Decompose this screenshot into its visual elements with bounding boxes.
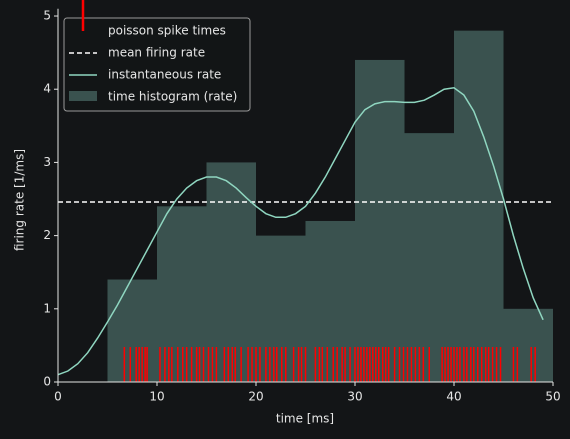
rate-line	[57, 86, 544, 376]
x-tick-label: 40	[446, 390, 461, 404]
legend-hist	[69, 91, 97, 101]
y-tick-label: 4	[43, 82, 51, 96]
histogram-bar	[404, 133, 454, 382]
histogram-bar	[355, 59, 405, 382]
y-tick-label: 2	[43, 228, 51, 242]
legend-label: time histogram (rate)	[108, 90, 237, 104]
y-tick-label: 0	[43, 375, 51, 389]
legend-label: poisson spike times	[108, 24, 226, 38]
x-tick-label: 0	[54, 390, 62, 404]
y-tick-label: 1	[43, 301, 51, 315]
legend-label: mean firing rate	[108, 46, 205, 60]
histogram-bar	[503, 308, 553, 382]
histogram-bar	[305, 220, 355, 382]
histogram-bar	[256, 235, 306, 382]
histogram-bar	[107, 279, 157, 382]
y-axis-label: firing rate [1/ms]	[13, 149, 27, 251]
x-tick-label: 10	[149, 390, 164, 404]
legend-box	[63, 17, 251, 112]
x-tick-label: 30	[347, 390, 362, 404]
histogram-bar	[454, 30, 504, 383]
y-tick-label: 3	[43, 155, 51, 169]
legend-label: instantaneous rate	[108, 68, 221, 82]
x-tick-label: 20	[248, 390, 263, 404]
y-tick-label: 5	[43, 9, 51, 23]
x-tick-label: 50	[545, 390, 560, 404]
x-axis-label: time [ms]	[276, 412, 334, 426]
